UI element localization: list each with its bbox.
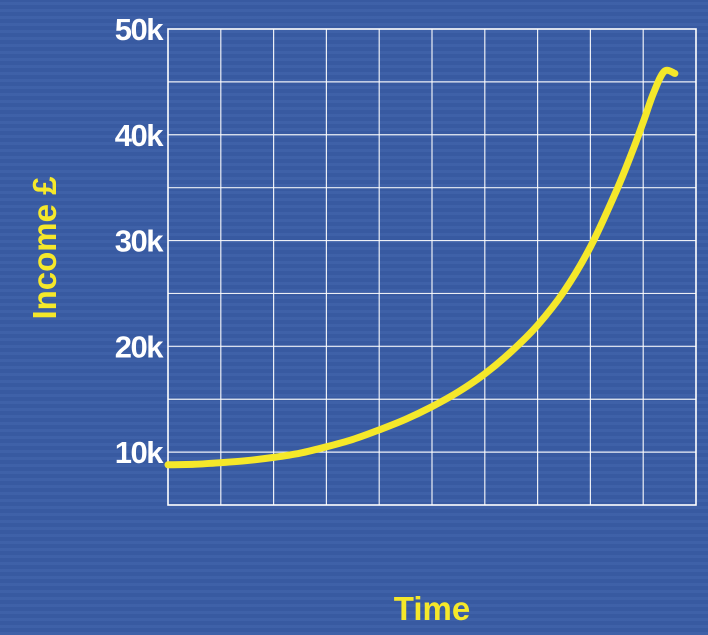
y-axis-title: Income £ bbox=[26, 176, 63, 320]
y-tick-label: 10k bbox=[115, 435, 164, 470]
y-tick-label: 40k bbox=[115, 118, 164, 153]
y-tick-label: 20k bbox=[115, 329, 164, 364]
series-layer bbox=[164, 66, 679, 469]
y-tick-labels: 10k 20k 30k 40k 50k bbox=[115, 12, 166, 470]
income-series-line bbox=[164, 66, 679, 469]
grid bbox=[168, 29, 696, 505]
y-tick-label: 30k bbox=[115, 224, 164, 259]
x-axis-title: Time bbox=[394, 590, 470, 627]
y-tick-label: 50k bbox=[115, 12, 164, 47]
plot-frame bbox=[167, 28, 697, 506]
